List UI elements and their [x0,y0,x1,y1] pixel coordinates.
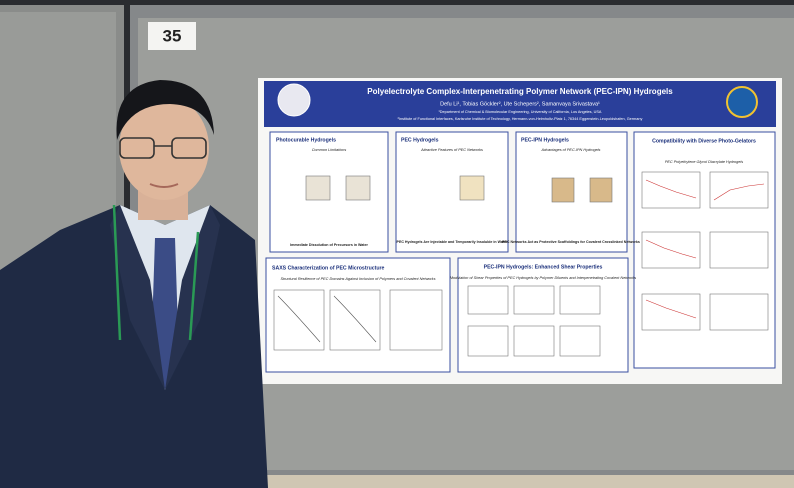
plot [273,289,325,351]
figure [551,177,575,203]
lanyard [188,231,200,341]
plot [709,171,769,209]
person [0,80,268,488]
poster-title: Polyelectrolyte Complex-Interpenetrating… [367,87,673,96]
poster-figures [273,171,769,357]
section-subheading: Common Limitations [312,148,347,152]
section-heading: PEC-IPN Hydrogels [521,137,569,143]
plot [559,325,601,357]
poster-authors: Defu Li¹, Tobias Göckler², Ute Schepers²… [440,101,600,107]
glasses [119,137,155,159]
section-caption: PEC Networks Act as Protective Scaffoldi… [502,240,640,244]
panel [633,131,776,369]
plot-line [645,179,697,199]
plot [467,285,509,315]
section-caption: Immediate Dissolution of Precursors in W… [290,243,368,247]
plot [709,293,769,331]
sign-number: 35 [163,26,182,45]
plot [513,325,555,357]
plot [329,289,381,351]
plot [641,171,701,209]
sign [148,22,196,50]
section-subheading: Advantages of PEC-IPN Hydrogels [541,148,601,152]
plot-line [277,295,321,343]
section-caption: PEC Hydrogels Are Injectable and Tempora… [397,240,508,244]
face [119,96,209,200]
figure [345,175,371,201]
figure [459,175,485,201]
section-heading: Photocurable Hydrogels [276,137,336,143]
plot-line [333,295,377,343]
section-heading: Compatibility with Diverse Photo-Gelator… [652,138,756,144]
plot [389,289,443,351]
plot [559,285,601,315]
plot-line [713,183,765,201]
logo [277,83,311,117]
section-subheading: Modulation of Shear Properties of PEC Hy… [450,276,636,280]
mouth [149,183,179,188]
section-subheading: Attractive Features of PEC Networks [420,148,483,152]
panel [265,257,451,373]
hair [116,80,214,140]
panel [457,257,629,373]
section-subheading: Structural Resilience of PEC Domains Aga… [281,277,436,281]
plot [513,285,555,315]
lanyard [112,204,122,341]
poster-header [264,81,776,127]
plot [467,325,509,357]
plot-line [645,239,697,259]
plot [709,231,769,269]
section-heading: PEC Hydrogels [401,137,439,143]
plot [641,293,701,331]
glasses [171,137,207,159]
lapel [110,205,165,390]
panel [395,131,509,253]
figure [589,177,613,203]
affiliation: ¹Department of Chemical & Biomolecular E… [439,110,602,114]
nsf-logo [726,86,758,118]
section-subheading: PEC Polyethylene Glycol Diacrylate Hydro… [665,160,743,164]
figure [305,175,331,201]
panels [265,131,776,373]
plot [641,231,701,269]
section-heading: SAXS Characterization of PEC Microstruct… [272,265,385,271]
section-heading: PEC-IPN Hydrogels: Enhanced Shear Proper… [484,264,603,270]
affiliation: ²Institute of Functional Interfaces, Kar… [398,117,643,121]
plot-line [645,299,697,319]
